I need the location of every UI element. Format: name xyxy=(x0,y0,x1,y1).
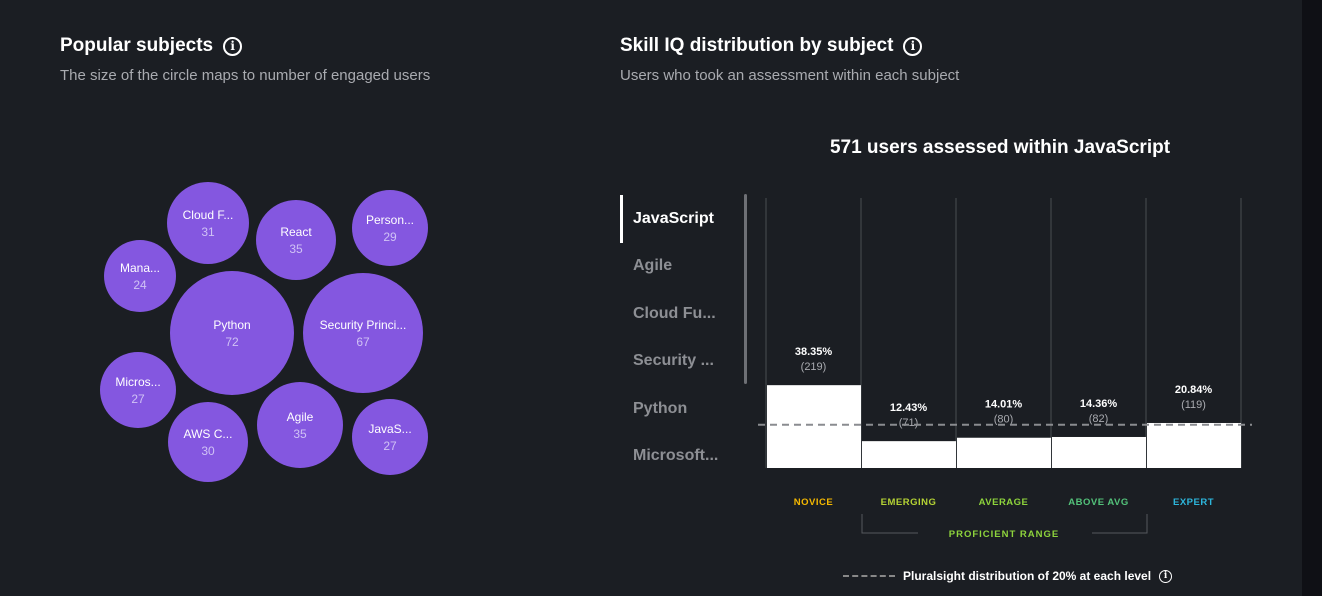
bubble-0[interactable]: Cloud F... 31 xyxy=(167,182,249,264)
bubble-label: Mana... xyxy=(119,260,161,275)
scrollbar-track[interactable] xyxy=(1302,0,1322,596)
bubble-value: 35 xyxy=(293,426,307,441)
skill-iq-subtitle: Users who took an assessment within each… xyxy=(620,67,960,84)
bar-expert xyxy=(1147,422,1241,468)
popular-subjects-subtitle: The size of the circle maps to number of… xyxy=(60,67,431,84)
bubble-4[interactable]: Python 72 xyxy=(170,271,294,395)
subject-item[interactable]: Security ... xyxy=(633,352,714,370)
count-label: (80) xyxy=(994,414,1014,426)
bubble-label: AWS C... xyxy=(183,426,233,441)
bubble-label: Python xyxy=(213,317,251,332)
subject-item[interactable]: Microsoft... xyxy=(633,447,719,465)
skill-iq-title-text: Skill IQ distribution by subject xyxy=(620,35,894,56)
info-icon[interactable]: i xyxy=(1159,569,1173,583)
proficient-range-label: PROFICIENT RANGE xyxy=(949,529,1059,540)
bubble-label: React xyxy=(280,224,312,239)
category-label: NOVICE xyxy=(794,497,833,508)
bubble-value: 67 xyxy=(356,334,370,349)
data-label: 14.36% xyxy=(1080,398,1118,410)
bar-emerging xyxy=(862,441,956,468)
bubble-label: JavaS... xyxy=(368,421,412,436)
subject-list-scrollbar[interactable] xyxy=(744,194,747,384)
subject-item[interactable]: Python xyxy=(633,399,688,417)
count-label: (71) xyxy=(899,417,919,429)
data-label: 12.43% xyxy=(890,402,928,414)
bubble-value: 29 xyxy=(383,229,397,244)
chart-heading: 571 users assessed within JavaScript xyxy=(829,137,1171,158)
bubble-value: 27 xyxy=(131,391,145,406)
subject-list: JavaScript Agile Cloud Fu... Security ... Py… xyxy=(620,195,740,495)
bubble-value: 30 xyxy=(201,443,215,458)
bubble-value: 35 xyxy=(289,241,303,256)
info-icon[interactable]: i xyxy=(903,36,923,56)
bar-above-avg xyxy=(1052,436,1146,468)
bubble-2[interactable]: Person... 29 xyxy=(352,190,428,266)
bubble-value: 27 xyxy=(383,438,397,453)
bubble-6[interactable]: Micros... 27 xyxy=(100,352,176,428)
category-label: EMERGING xyxy=(881,497,937,508)
bar-average xyxy=(957,437,1051,468)
bubble-label: Agile xyxy=(286,409,314,424)
count-label: (82) xyxy=(1089,413,1109,425)
bubble-label: Cloud F... xyxy=(182,207,234,222)
bubble-8[interactable]: Agile 35 xyxy=(257,382,343,468)
bar-novice xyxy=(767,385,861,468)
category-label: ABOVE AVG xyxy=(1068,497,1128,508)
category-label: EXPERT xyxy=(1173,497,1214,508)
count-label: (119) xyxy=(1181,399,1206,411)
subject-item[interactable]: JavaScript xyxy=(620,195,740,243)
count-label: (219) xyxy=(801,361,827,373)
bubble-5[interactable]: Security Princi... 67 xyxy=(303,273,423,393)
dashed-line-swatch xyxy=(843,575,895,577)
bubble-label: Security Princi... xyxy=(319,317,407,332)
popular-subjects-title-text: Popular subjects xyxy=(60,35,214,56)
bubble-7[interactable]: AWS C... 30 xyxy=(168,402,248,482)
subject-item[interactable]: Cloud Fu... xyxy=(633,304,716,322)
proficient-bracket-right xyxy=(1092,514,1148,534)
data-label: 20.84% xyxy=(1175,384,1213,396)
subject-item[interactable]: Agile xyxy=(633,257,673,275)
subject-item[interactable]: HTML xyxy=(620,480,740,496)
info-icon[interactable]: i xyxy=(223,36,243,56)
bubble-value: 24 xyxy=(133,277,147,292)
category-label: AVERAGE xyxy=(979,497,1029,508)
bubble-9[interactable]: JavaS... 27 xyxy=(352,399,428,475)
bubble-value: 72 xyxy=(225,334,239,349)
bubble-3[interactable]: Mana... 24 xyxy=(104,240,176,312)
bubble-label: Person... xyxy=(365,212,415,227)
bubble-1[interactable]: React 35 xyxy=(256,200,336,280)
legend: Pluralsight distribution of 20% at each … xyxy=(843,569,1173,583)
legend-text: Pluralsight distribution of 20% at each … xyxy=(903,569,1152,583)
bubble-label: Micros... xyxy=(115,374,161,389)
data-label: 14.01% xyxy=(985,399,1023,411)
popular-subjects-title: Popular subjects i xyxy=(60,35,243,57)
bubble-value: 31 xyxy=(201,224,215,239)
proficient-bracket-left xyxy=(861,514,918,534)
data-label: 38.35% xyxy=(795,346,833,358)
skill-iq-title: Skill IQ distribution by subject i xyxy=(620,35,923,57)
